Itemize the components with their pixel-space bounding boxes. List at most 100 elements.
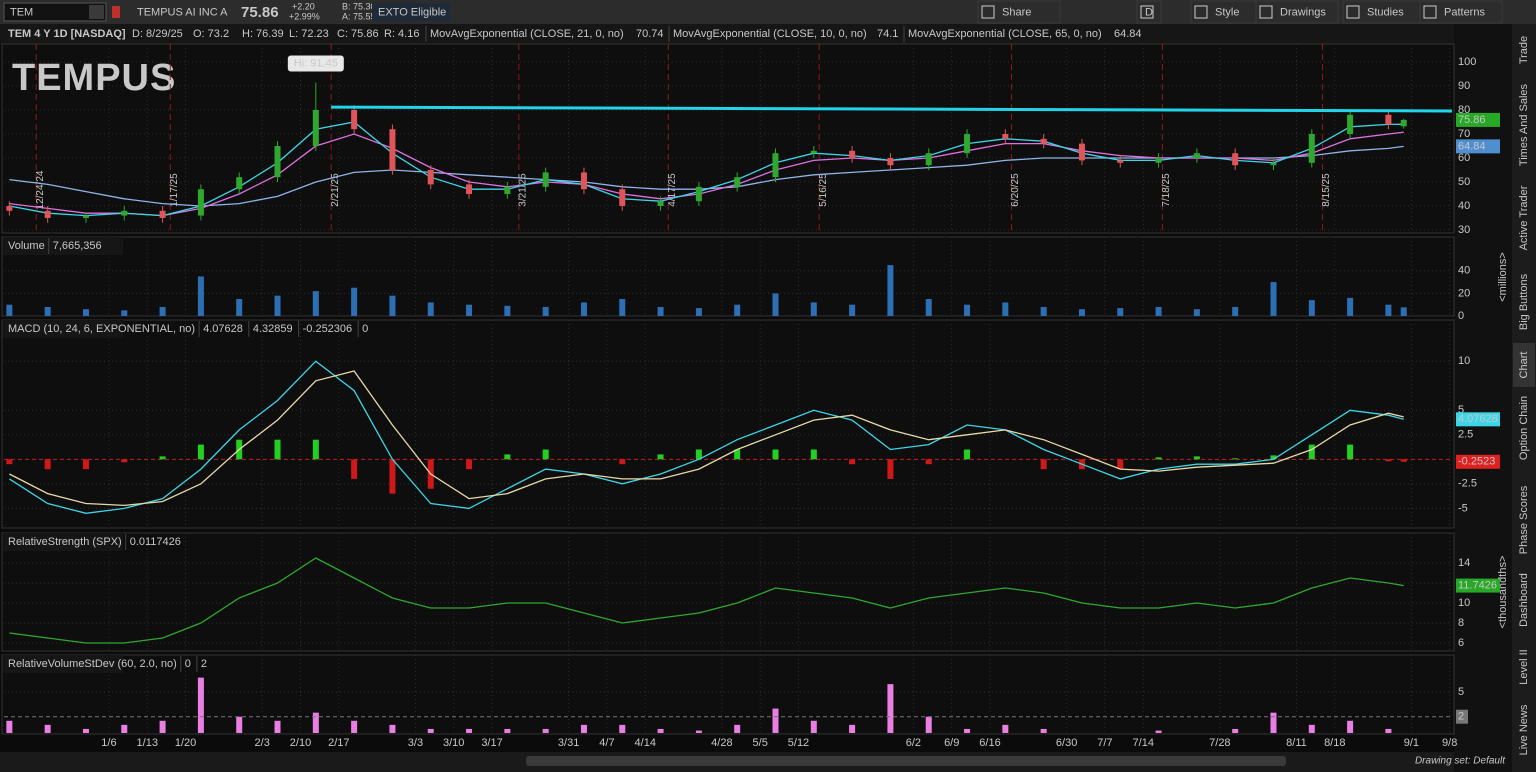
candle-body xyxy=(657,201,664,206)
bar xyxy=(197,276,204,316)
x-tick-label: 6/30 xyxy=(1056,737,1077,749)
sidebar-tab[interactable]: Active Trader xyxy=(1518,185,1530,250)
bar xyxy=(466,728,473,733)
histogram-bar xyxy=(312,439,319,460)
axis-units: <thousandths> xyxy=(1497,556,1509,629)
bar xyxy=(274,720,281,733)
study-header xyxy=(3,533,123,551)
candle-body xyxy=(274,146,281,178)
candle-body xyxy=(542,172,549,187)
x-tick-label: 2/17 xyxy=(328,737,349,749)
drawing-set: Drawing set: Default xyxy=(1415,756,1506,767)
y-tick-label: 10 xyxy=(1458,597,1470,609)
sidebar xyxy=(1512,24,1536,772)
x-tick-label: 2/3 xyxy=(255,737,270,749)
toolbar-button[interactable] xyxy=(977,0,1061,24)
symbol[interactable]: TEM xyxy=(10,6,33,18)
bar xyxy=(121,310,128,316)
button-icon[interactable] xyxy=(1194,5,1208,19)
button-icon[interactable] xyxy=(1423,5,1437,19)
study-title: MACD (10, 24, 6, EXPONENTIAL, no) xyxy=(8,323,195,335)
toolbar-button-label[interactable]: D xyxy=(1145,6,1153,18)
study-title: Volume xyxy=(8,240,45,252)
toolbar-button[interactable] xyxy=(1255,0,1339,24)
y-tick-label: 40 xyxy=(1458,200,1470,212)
bar xyxy=(82,309,89,316)
bar xyxy=(734,724,741,733)
toolbar-button-label[interactable]: Drawings xyxy=(1280,6,1326,18)
chart-title: TEM 4 Y 1D [NASDAQ] xyxy=(8,28,126,40)
bar xyxy=(389,724,396,733)
toolbar-button-label[interactable]: Style xyxy=(1215,6,1239,18)
moving-average xyxy=(9,121,1404,217)
sidebar-tab[interactable]: Trade xyxy=(1518,36,1530,64)
histogram-bar xyxy=(542,449,549,460)
x-tick-label: 7/7 xyxy=(1097,737,1112,749)
bar xyxy=(427,302,434,316)
toolbar-button-label[interactable]: Share xyxy=(1002,6,1031,18)
sidebar-tab[interactable]: Live News xyxy=(1518,704,1530,755)
x-tick-label: 8/11 xyxy=(1286,737,1307,749)
active-tab[interactable] xyxy=(1513,343,1535,387)
histogram-bar xyxy=(887,459,894,479)
bar xyxy=(887,684,894,733)
x-tick-label: 2/10 xyxy=(290,737,311,749)
panel-layer xyxy=(3,533,1452,651)
badge-box[interactable] xyxy=(372,3,450,21)
button-icon[interactable] xyxy=(1140,5,1154,19)
x-tick-label: 9/1 xyxy=(1404,737,1419,749)
candle-body xyxy=(466,184,473,194)
exto-badge[interactable]: EXTO Eligible xyxy=(378,6,446,18)
toolbar-button[interactable] xyxy=(1419,0,1503,24)
bar xyxy=(925,299,932,316)
toolbar-button-label[interactable]: Studies xyxy=(1367,6,1404,18)
candle-body xyxy=(810,150,817,154)
x-tick-label: 1/20 xyxy=(175,737,196,749)
histogram-bar xyxy=(1270,455,1277,460)
histogram-bar xyxy=(389,459,396,494)
candle-body xyxy=(236,177,243,190)
candle-body xyxy=(1040,138,1047,144)
bar xyxy=(236,299,243,316)
toolbar-button-label[interactable]: Patterns xyxy=(1444,6,1485,18)
scrollbar-thumb[interactable] xyxy=(526,756,1286,766)
macd-line xyxy=(9,360,1404,514)
sidebar-tab[interactable]: Phase Scores xyxy=(1518,485,1530,554)
symbol-dropdown[interactable] xyxy=(89,5,104,19)
candle-body xyxy=(351,110,358,130)
candle-body xyxy=(925,153,932,166)
histogram-bar xyxy=(1193,456,1200,460)
event-label: 6/20/25 xyxy=(1010,173,1021,207)
study-value: -0.252306 xyxy=(303,323,353,335)
panel-layer xyxy=(3,320,1452,528)
candle-body xyxy=(1400,119,1407,127)
x-tick-label: 6/16 xyxy=(979,737,1000,749)
sidebar-tab[interactable]: Level II xyxy=(1518,649,1530,684)
bar xyxy=(427,728,434,733)
button-icon[interactable] xyxy=(1259,5,1273,19)
sidebar-tab[interactable]: Big Buttons xyxy=(1518,273,1530,330)
sidebar-tab[interactable]: Times And Sales xyxy=(1518,83,1530,166)
x-tick-label: 7/28 xyxy=(1209,737,1230,749)
sidebar-tab[interactable]: Chart xyxy=(1518,352,1530,379)
y-tick-label: 2.5 xyxy=(1458,429,1473,441)
panel-layer xyxy=(3,237,1452,316)
candle-body xyxy=(580,172,587,190)
x-tick-label: 3/31 xyxy=(558,737,579,749)
button-icon[interactable] xyxy=(1346,5,1360,19)
button-icon[interactable] xyxy=(981,5,995,19)
x-tick-label: 6/9 xyxy=(944,737,959,749)
study-value: 4.32859 xyxy=(253,323,293,335)
y-tick-label: 6 xyxy=(1458,637,1464,649)
x-tick-label: 6/2 xyxy=(906,737,921,749)
sidebar-tab[interactable]: Dashboard xyxy=(1518,573,1530,627)
bar xyxy=(504,305,511,316)
x-tick-label: 3/3 xyxy=(408,737,423,749)
y-tick-label: -2.5 xyxy=(1458,478,1477,490)
bar xyxy=(772,293,779,316)
bar xyxy=(1385,304,1392,316)
sidebar-tab[interactable]: Option Chain xyxy=(1518,396,1530,460)
candle-body xyxy=(1385,114,1392,125)
symbol-box[interactable] xyxy=(3,2,107,22)
